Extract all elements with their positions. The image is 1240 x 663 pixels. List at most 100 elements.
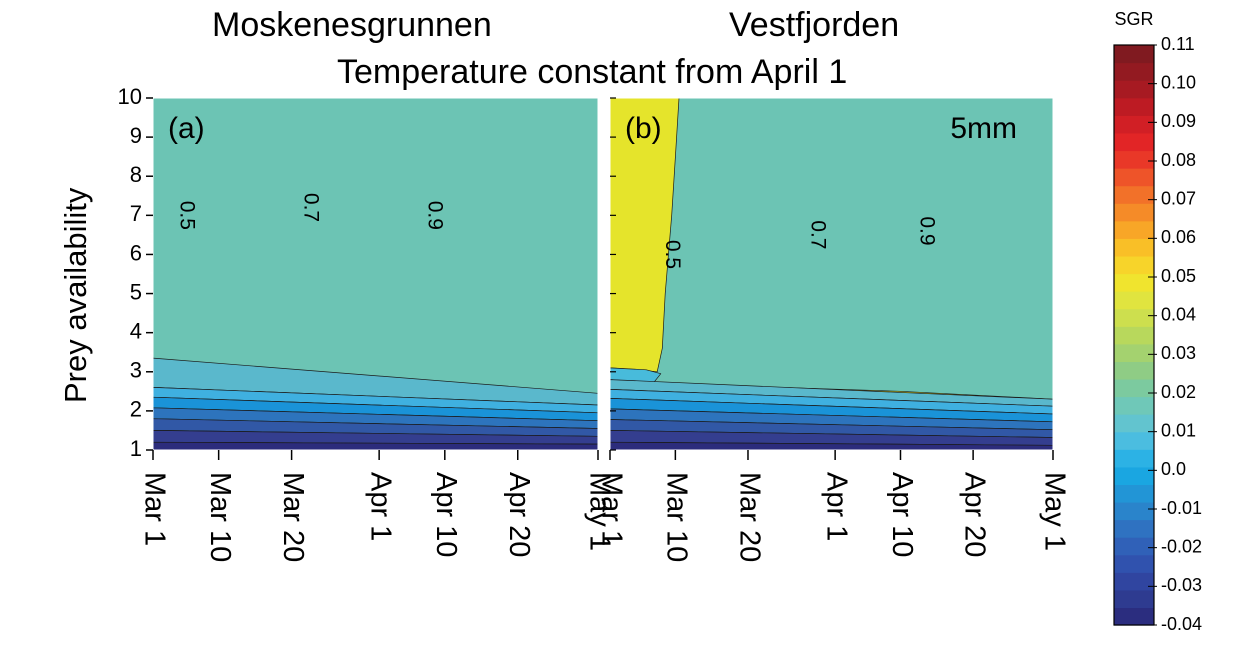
- colorbar-swatch: [1114, 238, 1154, 257]
- y-tick-label: 6: [130, 240, 142, 265]
- x-tick-label: Apr 1: [820, 472, 852, 541]
- colorbar-frame: [1113, 44, 1155, 626]
- colorbar-swatch: [1114, 449, 1154, 468]
- colorbar-swatch: [1114, 45, 1154, 64]
- colorbar-swatch: [1114, 537, 1154, 556]
- y-tick-label: 7: [130, 201, 142, 226]
- x-tick-label: Mar 1: [138, 472, 170, 546]
- x-tick-label: Apr 10: [886, 472, 918, 557]
- contour-region-band-neg0.01: [153, 418, 598, 437]
- colorbar-swatch: [1114, 431, 1154, 450]
- colorbar-swatch: [1114, 132, 1154, 152]
- colorbar-swatch: [1114, 97, 1154, 116]
- colorbar-tick-label: 0.11: [1161, 34, 1195, 54]
- y-tick-label: 9: [130, 123, 142, 148]
- contour-region-band-0.025: [153, 357, 598, 406]
- colorbar-swatch: [1114, 115, 1154, 134]
- contour-region-band-neg0.03: [610, 441, 1053, 450]
- colorbar-swatch: [1114, 519, 1154, 538]
- colorbar-swatch: [1114, 396, 1154, 415]
- x-tick-label: Mar 10: [204, 472, 236, 562]
- colorbar-tick-label: -0.01: [1161, 498, 1202, 518]
- x-tick-label: May 1: [1038, 472, 1070, 551]
- panel-label: (b): [625, 112, 662, 145]
- panel-annotation: 5mm: [950, 112, 1017, 145]
- plot-area: [153, 98, 598, 450]
- colorbar-tick-label: -0.04: [1161, 614, 1202, 634]
- contour-label: 0.7: [806, 220, 829, 249]
- colorbar-swatch: [1114, 361, 1154, 380]
- colorbar-swatch: [1114, 572, 1154, 591]
- y-tick-label: 4: [130, 318, 142, 343]
- colorbar-tick-label: 0.0: [1161, 459, 1186, 479]
- colorbar-tick-label: 0.02: [1161, 382, 1196, 402]
- colorbar-tick-label: 0.01: [1161, 420, 1196, 440]
- x-tick-label: Apr 1: [364, 472, 396, 541]
- colorbar-swatch: [1114, 414, 1154, 433]
- contour-label: 0.9: [423, 201, 446, 230]
- contour-region-band-neg0.03: [153, 441, 598, 450]
- colorbar-tick-label: 0.09: [1161, 111, 1196, 131]
- x-tick-label: Apr 20: [503, 472, 535, 557]
- colorbar-swatch: [1114, 291, 1154, 310]
- colorbar-swatch: [1114, 220, 1154, 239]
- colorbar-swatch: [1114, 273, 1154, 292]
- colorbar-tick-label: 0.10: [1161, 72, 1196, 92]
- panel-label: (a): [168, 112, 205, 145]
- contour-region-band-0.02: [610, 389, 1053, 415]
- colorbar-swatch: [1114, 168, 1154, 187]
- panel-title-a: Moskenesgrunnen: [212, 6, 492, 44]
- contour-region-band-neg0.02: [153, 430, 598, 445]
- figure-supertitle: Temperature constant from April 1: [337, 53, 848, 91]
- y-tick-label: 10: [118, 84, 142, 109]
- y-tick-label: 2: [130, 397, 142, 422]
- x-tick-label: May 1: [583, 472, 615, 551]
- y-tick-label: 1: [130, 436, 142, 461]
- contour-region-band-0.025: [610, 367, 662, 384]
- colorbar-swatch: [1114, 484, 1154, 503]
- panel-frame: [152, 97, 599, 451]
- colorbar-swatch: [1114, 343, 1154, 362]
- colorbar-tick-label: 0.08: [1161, 150, 1196, 170]
- x-tick-label: Apr 20: [958, 472, 990, 557]
- colorbar-tick-label: 0.03: [1161, 343, 1196, 363]
- contour-region-band-neg0.02: [610, 430, 1053, 446]
- colorbar-tick-label: 0.04: [1161, 304, 1196, 324]
- contour-region-band-0.0: [153, 407, 598, 429]
- colorbar-swatch: [1114, 466, 1154, 485]
- colorbar-swatch: [1114, 308, 1154, 327]
- colorbar-tick-label: 0.05: [1161, 266, 1196, 286]
- panel-frame: [609, 97, 1054, 451]
- colorbar-swatch: [1114, 589, 1154, 609]
- panel-title-b: Vestfjorden: [729, 6, 900, 44]
- x-tick-label: Apr 10: [430, 472, 462, 557]
- y-tick-label: 8: [130, 162, 142, 187]
- x-tick-label: Mar 20: [277, 472, 309, 562]
- colorbar-swatch: [1114, 378, 1154, 398]
- colorbar-swatch: [1114, 554, 1154, 573]
- colorbar-swatch: [1114, 185, 1154, 204]
- y-tick-label: 3: [130, 358, 142, 383]
- colorbar: 0.11 0.10 0.09 0.08 0.07 0.06 0.05 0.04 0.03 0.02…: [1113, 9, 1202, 634]
- colorbar-swatch: [1114, 255, 1154, 275]
- contour-label: 0.5: [661, 240, 684, 269]
- contour-label: 0.7: [299, 193, 322, 222]
- x-tick-label: Mar 10: [661, 472, 693, 562]
- x-tick-label: Mar 20: [733, 472, 765, 562]
- colorbar-swatch: [1114, 501, 1154, 521]
- contour-region-band-0.022: [610, 379, 1053, 407]
- colorbar-swatch: [1114, 203, 1154, 222]
- plot-area: [610, 98, 1053, 450]
- contour-label: 0.9: [915, 216, 938, 245]
- colorbar-tick-label: -0.03: [1161, 575, 1202, 595]
- y-tick-label: 5: [130, 279, 142, 304]
- colorbar-swatch: [1114, 607, 1154, 626]
- colorbar-tick-label: 0.07: [1161, 188, 1196, 208]
- colorbar-title: SGR: [1114, 9, 1153, 29]
- x-tick-label: Mar 1: [595, 472, 627, 546]
- contour-region-band-0.01: [153, 396, 598, 422]
- colorbar-swatch: [1114, 80, 1154, 99]
- contour-region-band-neg0.01: [610, 419, 1053, 438]
- panel-moskenesgrunnen: 0.5 0.7 0.9 (a) Mar 1 Mar 10 Mar 20 Apr 1 Apr 10…: [118, 84, 616, 562]
